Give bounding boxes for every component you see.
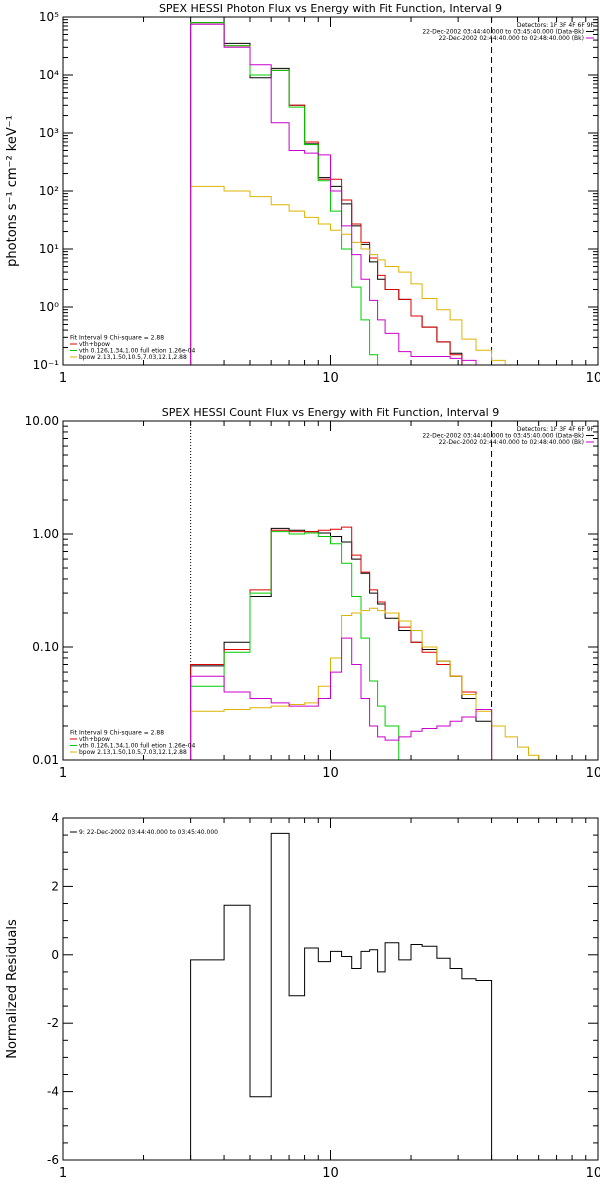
y-tick-label: -2 [47, 1016, 59, 1030]
y-tick-label: 10¹ [39, 242, 59, 256]
series-thermal-step-line [190, 531, 412, 760]
x-tick-label: 100 [586, 371, 600, 386]
y-tick-label: 0.10 [32, 640, 59, 654]
annotation-line: 22-Dec-2002 02:44:40.000 to 02:48:40.000… [439, 439, 584, 446]
series-total-step-line [190, 526, 493, 760]
series-thermal-step-line [190, 22, 379, 365]
chart-panel-2: SPEX HESSI Count Flux vs Energy with Fit… [25, 406, 600, 781]
annotation-line: 22-Dec-2002 02:44:40.000 to 02:48:40.000… [439, 35, 584, 42]
series-residuals-step-line [190, 832, 493, 1160]
legend: Fit Interval 9 Chi-square = 2.88vth+bpow… [70, 335, 196, 361]
y-tick-label: -6 [47, 1153, 59, 1167]
x-tick-label: 1 [59, 1166, 67, 1181]
annotation-line: 22-Dec-2002 03:44:40.000 to 03:45:40.000… [422, 29, 584, 36]
x-tick-label: 10 [322, 766, 339, 781]
legend-entry: Fit Interval 9 Chi-square = 2.88 [70, 335, 164, 342]
chart-title: SPEX HESSI Count Flux vs Energy with Fit… [162, 406, 499, 419]
plot-frame [62, 16, 599, 366]
series-data-step-line [190, 22, 463, 365]
y-tick-label: 10⁻¹ [33, 358, 60, 372]
x-tick-label: 100 [586, 766, 600, 781]
legend-entry: bpow 2.13,1.50,10.5,7.03,12.1,2.88 [79, 354, 187, 361]
legend: 9: 22-Dec-2002 03:44:40.000 to 03:45:40.… [70, 829, 218, 836]
annotation-line: Detectors: 1F 3F 4F 6F 9F [517, 426, 595, 433]
x-tick-label: 1 [59, 766, 67, 781]
chart-panel-3: Normalized Residuals 1 10 100 -6 -4 -2 0 2 4 9: 22… [5, 811, 600, 1181]
annotation-line: 22-Dec-2002 03:44:40.000 to 03:45:40.000… [422, 433, 584, 440]
y-tick-label: 0 [51, 948, 59, 962]
y-tick-label: 4 [51, 811, 59, 825]
series-background-step-line [190, 637, 493, 760]
legend-entry: 9: 22-Dec-2002 03:44:40.000 to 03:45:40.… [79, 829, 218, 836]
annotation-line: Detectors: 1F 3F 4F 6F 9F [517, 22, 595, 29]
legend-entry: vth 0.126,1.34,1.00 full etion 1.26e-04 [79, 348, 196, 355]
series-nonthermal-step-line [190, 185, 506, 365]
y-tick-label: 10⁵ [39, 10, 59, 24]
plot-frame [62, 817, 599, 1161]
y-tick-label: 0.01 [32, 753, 59, 767]
chart-panel-1: SPEX HESSI Photon Flux vs Energy with Fi… [5, 2, 600, 386]
legend-entry: vth+bpow [79, 736, 110, 743]
y-tick-label: 10² [39, 184, 59, 198]
y-tick-label: 10³ [39, 126, 59, 140]
y-tick-label: 10⁴ [39, 68, 59, 82]
y-axis-label: photons s⁻¹ cm⁻² keV⁻¹ [5, 115, 20, 267]
series-data-step-line [190, 527, 493, 760]
y-tick-label: 10.00 [25, 414, 59, 428]
y-tick-label: 10⁰ [39, 300, 59, 314]
legend: Fit Interval 9 Chi-square = 2.88vth+bpow… [70, 730, 196, 756]
series-group [190, 22, 506, 365]
x-tick-label: 10 [322, 371, 339, 386]
y-axis-label: Normalized Residuals [5, 919, 20, 1059]
x-tick-label: 10 [322, 1166, 339, 1181]
legend-entry: vth 0.126,1.34,1.00 full etion 1.26e-04 [79, 743, 196, 750]
series-group [190, 526, 549, 760]
chart-title: SPEX HESSI Photon Flux vs Energy with Fi… [159, 2, 502, 15]
x-tick-label: 100 [586, 1166, 600, 1181]
y-tick-label: 1.00 [32, 527, 59, 541]
y-tick-label: 2 [51, 879, 59, 893]
plot-frame [62, 420, 599, 761]
series-group [190, 832, 493, 1160]
y-tick-label: -4 [47, 1085, 59, 1099]
series-background-step-line [190, 23, 477, 365]
legend-entry: vth+bpow [79, 341, 110, 348]
legend-entry: bpow 2.13,1.50,10.5,7.03,12.1,2.88 [79, 749, 187, 756]
x-tick-label: 1 [59, 371, 67, 386]
legend-entry: Fit Interval 9 Chi-square = 2.88 [70, 730, 164, 737]
